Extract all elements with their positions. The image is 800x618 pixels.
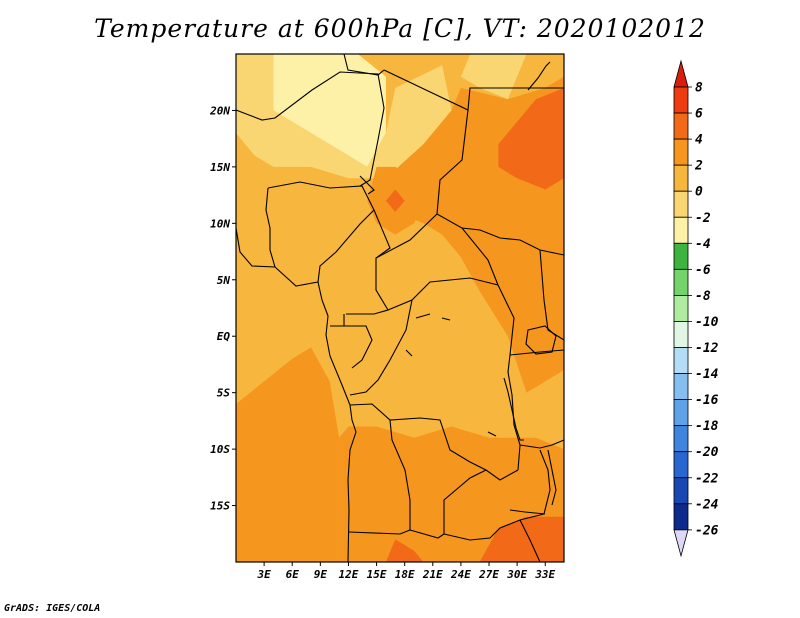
lon-tick-label: 6E [286,568,300,581]
lat-tick-label: 15S [210,500,230,513]
border-zambia-south [443,469,545,541]
latitude-axis: 20N 15N 10N 5N EQ 5S 10S 15S [209,104,236,513]
lon-tick-label: 21E [422,568,443,581]
colorbar-label: 4 [695,133,703,148]
lon-tick-label: 24E [450,568,471,581]
colorbar-label: 8 [695,81,703,96]
lat-tick-label: 5N [217,274,231,287]
longitude-axis: 3E 6E 9E 12E 15E 18E 21E 24E 27E 30E 33E [256,562,556,581]
plot-area [235,53,565,563]
lat-tick-label: EQ [217,330,231,343]
plot-frame [235,53,565,563]
colorbar-label: 0 [695,185,703,200]
colorbar-bin [673,86,689,114]
colorbar-label: -16 [695,393,719,408]
colorbar-label: -12 [695,341,719,356]
page-title: Temperature at 600hPa [C], VT: 202010201… [94,14,706,43]
coastline-lake-kariba [509,509,546,515]
country-borders [236,54,564,562]
colorbar-label: -8 [695,289,711,304]
grads-credit: GrADS: IGES/COLA [4,603,101,614]
hottest-spot-southwest [385,539,424,562]
colorbar-bin [673,112,689,140]
colorbar-label: -20 [695,445,719,460]
lat-tick-label: 10S [210,443,230,456]
lon-tick-label: 9E [314,568,328,581]
colorbar-bin [673,477,689,505]
colorbar-bin [673,294,689,322]
colorbar-bin [673,164,689,192]
border-nigeria-benin [265,187,276,268]
colorbar-label: -14 [695,367,719,382]
coastline-lake-victoria [525,325,557,355]
border-sudan-southsudan [461,227,564,256]
colorbar-label: -4 [695,237,711,252]
border-drc-angola [349,403,519,481]
colorbar-bin [673,190,689,218]
border-drc-east [497,284,521,471]
border-niger-north [236,71,385,187]
colorbar-label: -22 [695,471,719,486]
border-gabon [330,314,373,369]
hottest-spot-chad [385,189,405,212]
border-angola-namibia [348,529,411,535]
lon-tick-label: 12E [339,568,359,581]
border-libya-egypt-sudan [383,69,564,111]
coastline-congo-lakes [405,313,497,437]
lon-tick-label: 33E [534,568,555,581]
colorbar-over-arrow [673,59,689,88]
colorbar-bin [673,373,689,400]
colorbar-under-arrow [673,529,689,558]
lon-tick-label: 30E [506,568,527,581]
coastline-lake-malawi [547,449,557,506]
colorbar-label: -6 [695,263,711,278]
border-cameroon-east [346,209,391,315]
border-east-africa [509,249,564,449]
colorbar-bin [673,425,689,453]
hot-region-atlantic-west [236,347,340,562]
colorbar-bin [673,399,689,427]
colorbar-bin [673,242,689,270]
colorbar-label: -18 [695,419,719,434]
coastline-lake-tanganyika [503,377,524,441]
colorbar-label: 2 [694,159,703,174]
colorbar-bin [673,503,689,531]
colorbar-bin [673,216,689,244]
colorbar: 8 6 4 2 0 -2 -4 -6 -8 -10 -12 -14 -16 -18 -20 -22 -24 -26 [673,59,719,558]
lon-tick-label: 3E [256,568,271,581]
lon-tick-label: 18E [395,568,415,581]
colorbar-label: -24 [695,497,719,512]
lat-tick-label: 5S [217,387,231,400]
border-algeria-libya [343,54,385,76]
colorbar-bin [673,451,689,479]
lon-tick-label: 15E [367,568,387,581]
colorbar-label: -26 [695,523,719,538]
border-congo-drc [349,299,413,396]
lat-tick-label: 10N [210,217,230,230]
colorbar-label: -10 [695,315,719,330]
colorbar-label: -2 [695,211,711,226]
border-mozambique [519,449,551,562]
mild-region-sahel [236,54,452,179]
colorbar-bin [673,321,689,348]
coastline-red-sea [527,61,551,91]
coastline-lake-chad [359,175,375,195]
border-car-south [375,213,499,311]
colorbar-bin [673,347,689,374]
coastline-west-africa [236,227,357,562]
lat-tick-label: 20N [209,104,230,117]
hottest-region-northeast [498,87,564,190]
warm-region-sahara-north [273,54,386,167]
colorbar-bin [673,138,689,166]
colorbar-label: 6 [695,107,703,122]
border-angola-zambia [389,419,445,539]
lat-tick-label: 15N [210,161,230,174]
colorbar-bin [673,268,689,296]
lon-tick-label: 27E [478,568,499,581]
